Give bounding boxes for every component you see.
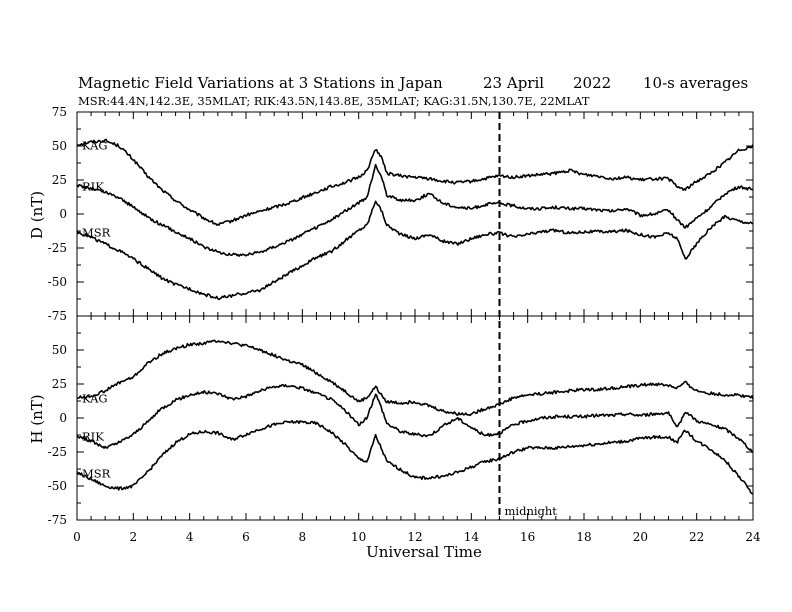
series-line-h-rik	[76, 383, 754, 453]
x-tick-label: 0	[73, 530, 81, 544]
x-axis-title: Universal Time	[366, 543, 482, 561]
x-tick-label: 12	[407, 530, 422, 544]
series-line-d-msr	[76, 200, 754, 301]
axis-ticks: 0 2 4 6 8 10 12 14 16 18 20 22 247550250-25-50-75502…	[48, 105, 761, 544]
x-tick-label: 10	[351, 530, 366, 544]
series-line-h-msr	[76, 419, 754, 495]
series-label-h-kag: KAG	[82, 392, 108, 406]
y-tick-label: -25	[48, 241, 67, 255]
figure-year: 2022	[573, 74, 611, 92]
y-tick-label: 0	[59, 207, 67, 221]
x-tick-label: 24	[745, 530, 761, 544]
panel-d-ylabel: D (nT)	[28, 191, 46, 239]
figure-averaging: 10-s averages	[643, 74, 748, 92]
x-tick-label: 20	[633, 530, 648, 544]
y-tick-label: 25	[52, 377, 67, 391]
y-tick-label: -50	[48, 479, 67, 493]
data-curves: KAG RIK MSR KAG RIK MSR	[76, 138, 754, 495]
y-tick-label: -50	[48, 275, 67, 289]
series-line-h-kag	[76, 339, 754, 417]
panel-h-ylabel: H (nT)	[28, 394, 46, 443]
y-tick-label: 0	[59, 411, 67, 425]
series-line-d-rik	[76, 163, 754, 257]
y-tick-label: -75	[48, 513, 67, 527]
figure-date: 23 April	[483, 74, 544, 92]
y-tick-label: -25	[48, 445, 67, 459]
x-tick-label: 4	[186, 530, 194, 544]
figure-title: Magnetic Field Variations at 3 Stations …	[78, 74, 443, 92]
series-label-h-rik: RIK	[82, 430, 104, 444]
series-label-h-msr: MSR	[82, 466, 111, 480]
x-tick-label: 16	[520, 530, 535, 544]
series-label-d-kag: KAG	[82, 139, 108, 153]
series-line-d-kag	[76, 138, 754, 226]
y-tick-label: 25	[52, 173, 67, 187]
y-tick-label: -75	[48, 309, 67, 323]
y-tick-label: 50	[52, 139, 67, 153]
station-coordinates: MSR:44.4N,142.3E, 35MLAT; RIK:43.5N,143.…	[78, 94, 590, 108]
x-tick-label: 6	[242, 530, 250, 544]
x-tick-label: 14	[464, 530, 480, 544]
panel-h-frame	[76, 315, 754, 521]
series-label-d-rik: RIK	[82, 179, 104, 193]
x-tick-label: 2	[130, 530, 138, 544]
y-tick-label: 50	[52, 343, 67, 357]
x-tick-label: 8	[299, 530, 307, 544]
midnight-label: midnight	[505, 504, 558, 518]
y-tick-label: 75	[52, 105, 67, 119]
x-tick-label: 18	[576, 530, 591, 544]
series-label-d-msr: MSR	[82, 226, 111, 240]
x-tick-label: 22	[689, 530, 704, 544]
